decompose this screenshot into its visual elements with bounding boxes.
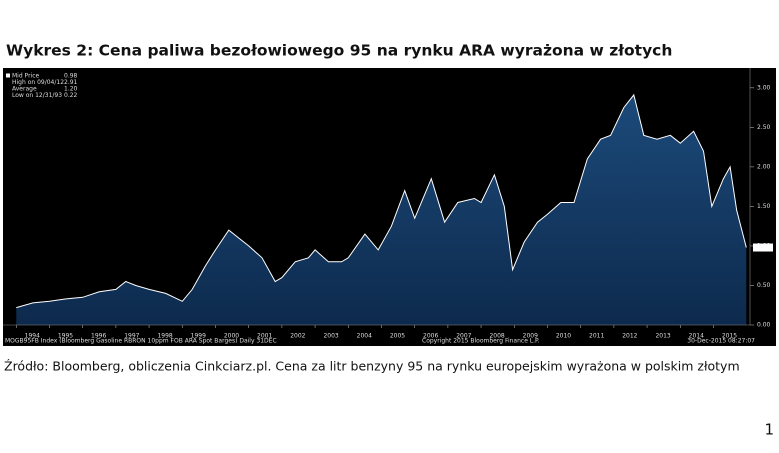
x-tick-label: 2005: [390, 333, 405, 340]
footer-left: MOGB95FB Index (Bloomberg Gasoline RBRON…: [5, 338, 277, 345]
x-tick-label: 2015: [722, 333, 737, 340]
title: Wykres 2: Cena paliwa bezołowiowego 95 n…: [6, 42, 672, 60]
x-tick-label: 2014: [689, 333, 704, 340]
legend-label: Mid Price: [12, 73, 40, 80]
y-tick-label: 0.00: [757, 322, 771, 329]
x-tick-label: 2003: [323, 333, 338, 340]
price-line: [16, 93, 747, 309]
y-tick-label: 0.50: [757, 282, 771, 289]
area-fill: [16, 94, 747, 326]
y-tick-label: 1.50: [757, 203, 771, 210]
x-tick-label: 2008: [489, 333, 504, 340]
x-tick-label: 1999: [191, 333, 206, 340]
x-tick-label: 1994: [25, 333, 40, 340]
legend-value: 2.91: [64, 79, 78, 86]
x-tick-label: 2002: [290, 333, 305, 340]
source-note: Źródło: Bloomberg, obliczenia Cinkciarz.…: [4, 359, 740, 374]
legend-label: High on 09/04/12: [12, 79, 64, 86]
x-tick-label: 1995: [58, 333, 73, 340]
y-tick-label: 3.00: [757, 84, 771, 91]
x-tick-label: 2010: [556, 333, 571, 340]
legend-value: 0.22: [64, 92, 78, 99]
y-tick-label: 2.00: [757, 163, 771, 170]
x-tick-label: 2004: [357, 333, 372, 340]
x-tick-label: 1997: [124, 333, 139, 340]
legend-value: 0.98: [64, 73, 78, 80]
x-tick-label: 2000: [224, 333, 239, 340]
x-tick-label: 1998: [157, 333, 172, 340]
page-number: 1: [764, 421, 774, 439]
legend-value: 1.20: [64, 86, 78, 93]
x-tick-label: 2012: [622, 333, 637, 340]
footer-right: 30-Dec-2015 08:27:07: [687, 338, 755, 345]
x-tick-label: 2007: [456, 333, 471, 340]
x-tick-label: 2011: [589, 333, 604, 340]
x-tick-label: 2009: [523, 333, 538, 340]
x-tick-label: 2013: [655, 333, 670, 340]
footer-center: Copyright 2015 Bloomberg Finance L.P.: [422, 338, 540, 345]
legend-label: Low on 12/31/93: [12, 92, 62, 99]
y-tick-label: 2.50: [757, 124, 771, 131]
x-tick-label: 2001: [257, 333, 272, 340]
legend-label: Average: [12, 86, 37, 93]
x-tick-label: 1996: [91, 333, 106, 340]
last-price-marker: [753, 243, 773, 252]
x-tick-label: 2006: [423, 333, 438, 340]
legend-swatch: [6, 73, 10, 78]
